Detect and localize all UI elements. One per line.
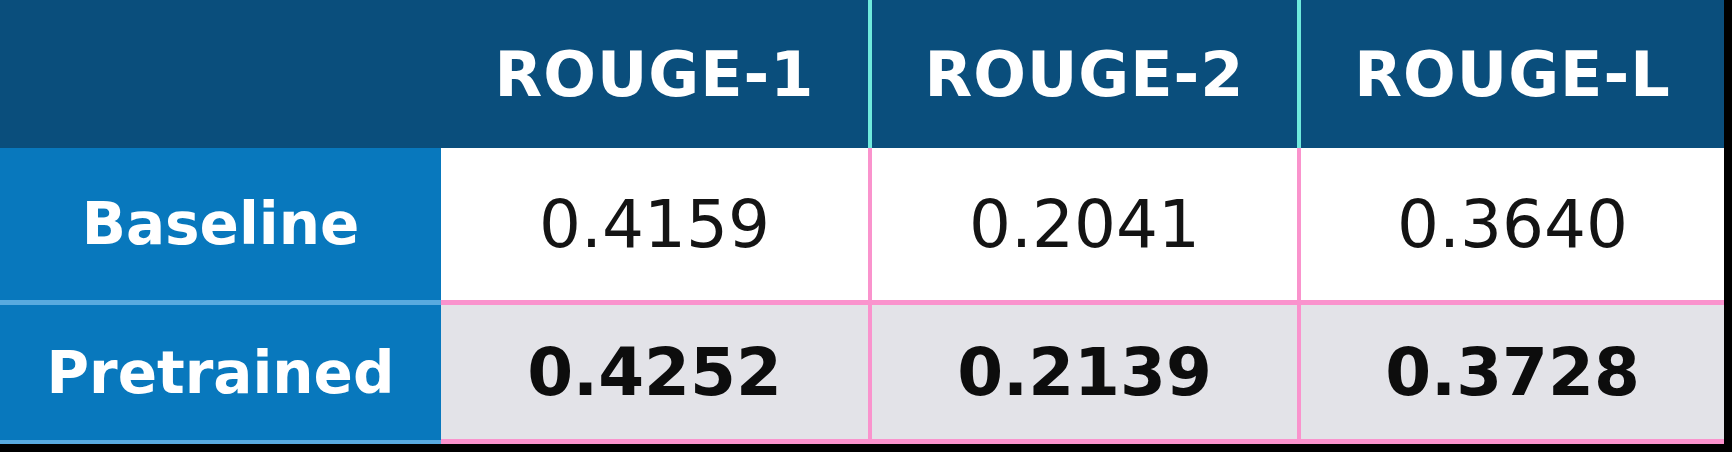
column-header-rouge-1: ROUGE-1 — [441, 0, 868, 148]
cell-baseline-rouge-1: 0.4159 — [441, 148, 868, 300]
column-header-rouge-l: ROUGE-L — [1297, 0, 1724, 148]
corner-header-cell — [0, 0, 441, 148]
cell-baseline-rouge-2: 0.2041 — [868, 148, 1297, 300]
cell-baseline-rouge-l: 0.3640 — [1297, 148, 1724, 300]
cell-pretrained-rouge-1: 0.4252 — [441, 300, 868, 444]
cell-pretrained-rouge-2: 0.2139 — [868, 300, 1297, 444]
rouge-scores-table: ROUGE-1 ROUGE-2 ROUGE-L Baseline 0.4159 … — [0, 0, 1732, 452]
row-label-pretrained: Pretrained — [0, 300, 441, 444]
row-label-baseline: Baseline — [0, 148, 441, 300]
cell-pretrained-rouge-l: 0.3728 — [1297, 300, 1724, 444]
column-header-rouge-2: ROUGE-2 — [868, 0, 1297, 148]
